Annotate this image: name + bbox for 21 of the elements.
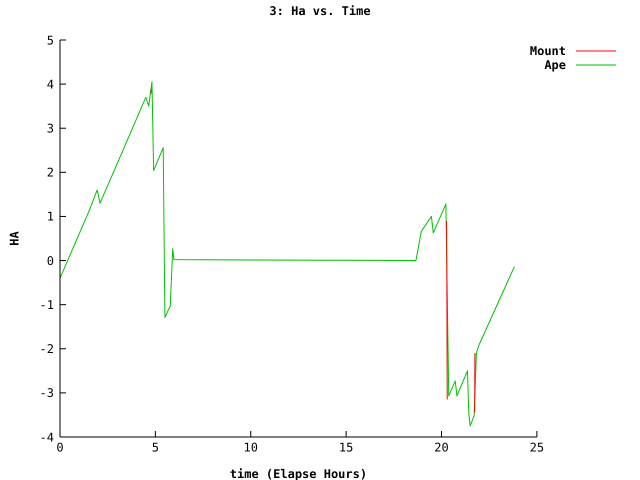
legend-label: Mount [530, 44, 566, 58]
y-tick-label: -3 [40, 386, 54, 400]
x-tick-label: 10 [244, 440, 258, 455]
line-series [60, 81, 515, 426]
x-tick-label: 0 [56, 440, 64, 455]
y-tick-label: -2 [40, 342, 54, 356]
y-tick-label: -4 [40, 430, 54, 444]
y-tick-label: 4 [46, 77, 54, 92]
y-tick-label: 5 [46, 33, 54, 48]
y-tick-label: 3 [46, 121, 54, 136]
x-tick-label: 15 [338, 440, 354, 455]
x-tick-label: 5 [152, 440, 159, 455]
legend-label: Ape [544, 58, 566, 72]
y-tick-label: 1 [46, 210, 54, 224]
y-tick-label: 2 [46, 166, 54, 180]
y-tick-label: 0 [46, 254, 54, 268]
x-tick-label: 25 [530, 440, 544, 455]
x-tick-label: 20 [434, 440, 449, 455]
y-axis-title: HA [7, 230, 22, 246]
chart-title: 3: Ha vs. Time [268, 4, 372, 18]
y-tick-label: -1 [40, 298, 54, 312]
